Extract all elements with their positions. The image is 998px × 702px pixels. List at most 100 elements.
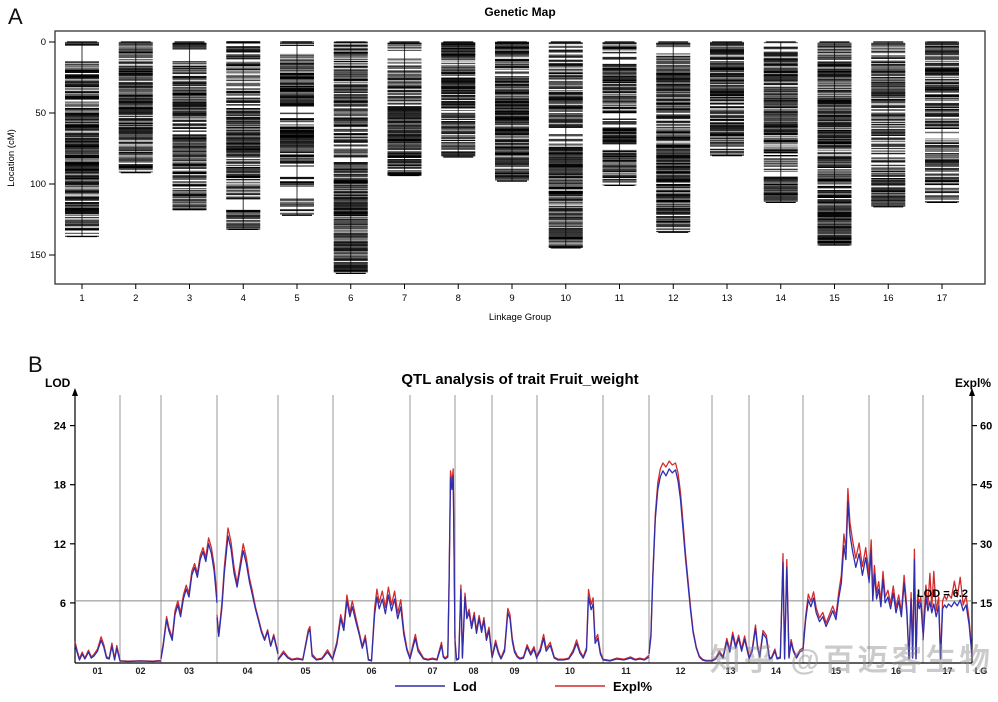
lod-curve-05 xyxy=(277,628,334,661)
x-tick-label: 16 xyxy=(883,293,894,304)
lod-curve-07 xyxy=(409,475,456,661)
x-tick-label: 2 xyxy=(133,293,138,304)
x-tick-label: 12 xyxy=(668,293,679,304)
expl-tick-label: 60 xyxy=(980,421,992,433)
lod-curve-02 xyxy=(119,660,162,663)
lod-curve-16 xyxy=(868,550,924,660)
x-tick-label: 11 xyxy=(615,293,625,304)
expl-curve-01 xyxy=(74,636,121,661)
chromosome-lg1 xyxy=(65,41,99,238)
lg-axis-end-label: LG xyxy=(975,666,988,676)
expl-curve-17 xyxy=(922,570,973,659)
lod-curve-12 xyxy=(648,468,712,662)
group-label-13: 13 xyxy=(725,666,735,676)
group-label-02: 02 xyxy=(135,666,145,676)
lod-curve-14 xyxy=(748,561,804,660)
chromosome-lg17 xyxy=(925,41,959,204)
chromosome-lg3 xyxy=(172,41,207,211)
chromosome-lg15 xyxy=(817,41,852,246)
chromosome-lg11 xyxy=(602,41,637,187)
group-label-05: 05 xyxy=(300,666,310,676)
qtl-axes: 24 18 12 6 60 45 30 15 xyxy=(54,388,992,664)
group-gridlines xyxy=(119,395,924,663)
lod-tick-label: 24 xyxy=(54,421,67,433)
chromosome-lg6 xyxy=(333,41,368,275)
expl-axis-arrow xyxy=(969,388,975,396)
x-tick-label: 3 xyxy=(187,293,192,304)
expl-curve-04 xyxy=(216,527,279,653)
x-tick-label: 6 xyxy=(348,293,353,304)
group-label-07: 07 xyxy=(427,666,437,676)
x-axis-ticks: 1 2 3 4 5 6 7 8 9 10 11 12 13 14 15 16 17 xyxy=(79,284,947,304)
chromosome-lg2 xyxy=(118,41,153,174)
expl-tick-label: 45 xyxy=(980,480,992,492)
x-tick-label: 9 xyxy=(509,293,514,304)
group-label-14: 14 xyxy=(771,666,781,676)
group-label-15: 15 xyxy=(831,666,841,676)
lod-curve-09 xyxy=(491,612,538,660)
legend-lod-label: Lod xyxy=(453,679,477,694)
qtl-panel: B QTL analysis of trait Fruit_weight LOD… xyxy=(28,352,994,694)
group-label-08: 08 xyxy=(468,666,478,676)
lod-curve-15 xyxy=(802,500,870,651)
group-label-06: 06 xyxy=(366,666,376,676)
x-tick-label: 4 xyxy=(241,293,246,304)
x-tick-label: 7 xyxy=(402,293,407,304)
chromosome-lg13 xyxy=(710,41,744,157)
x-tick-label: 8 xyxy=(456,293,461,304)
expl-axis-label: Expl% xyxy=(955,376,991,390)
group-label-10: 10 xyxy=(565,666,575,676)
group-label-01: 01 xyxy=(92,666,102,676)
chromosome-lg4 xyxy=(226,41,261,231)
plot-border xyxy=(54,30,986,285)
lod-curve-01 xyxy=(74,639,121,662)
expl-curve-15 xyxy=(802,487,870,648)
watermark-text: 知乎 @百迈客生物 xyxy=(710,643,994,677)
group-label-09: 09 xyxy=(509,666,519,676)
panel-a-label: A xyxy=(8,4,23,29)
chromosomes xyxy=(65,41,959,275)
chromosome-lg7 xyxy=(387,41,422,177)
x-tick-label: 5 xyxy=(294,293,299,304)
expl-curve-12 xyxy=(648,460,712,662)
chromosome-lg9 xyxy=(495,41,529,182)
lod-curve-13 xyxy=(711,634,750,662)
x-axis-label: Linkage Group xyxy=(489,312,551,323)
lod-curve-17 xyxy=(922,596,973,660)
chromosome-lg10 xyxy=(548,41,583,249)
qtl-x-labels: 01 02 03 04 05 06 07 08 09 10 11 12 13 14 15 16 17 xyxy=(92,666,952,676)
x-tick-label: 15 xyxy=(829,293,840,304)
expl-tick-label: 30 xyxy=(980,539,992,551)
lod-curve-10 xyxy=(536,596,604,661)
chromosome-lg16 xyxy=(871,41,906,208)
panel-b-label: B xyxy=(28,352,43,377)
chromosome-lg12 xyxy=(656,41,691,233)
lod-axis-arrow xyxy=(72,388,78,396)
chromosome-lg8 xyxy=(441,41,476,158)
x-tick-label: 14 xyxy=(775,293,786,304)
y-tick-label: 0 xyxy=(41,37,46,48)
group-label-03: 03 xyxy=(184,666,194,676)
expl-curve-10 xyxy=(536,588,604,660)
y-tick-label: 100 xyxy=(30,179,46,190)
lod-tick-label: 12 xyxy=(54,539,66,551)
group-label-04: 04 xyxy=(242,666,252,676)
lod-curve-11 xyxy=(602,656,650,662)
group-label-16: 16 xyxy=(891,666,901,676)
lod-curve-08 xyxy=(454,588,493,661)
lod-tick-label: 6 xyxy=(60,598,66,610)
threshold-label: LOD = 6.2 xyxy=(917,588,968,600)
genetic-map-title: Genetic Map xyxy=(484,5,555,19)
y-axis-label: Location (cM) xyxy=(6,129,17,187)
group-label-17: 17 xyxy=(942,666,952,676)
expl-curve-11 xyxy=(602,654,650,662)
y-axis-ticks: 0 50 100 150 xyxy=(30,37,55,261)
qtl-title: QTL analysis of trait Fruit_weight xyxy=(401,371,638,388)
x-tick-label: 13 xyxy=(722,293,733,304)
chromosome-lg14 xyxy=(763,41,798,204)
y-tick-label: 50 xyxy=(35,108,46,119)
legend: Lod Expl% xyxy=(395,679,652,694)
legend-expl-label: Expl% xyxy=(613,679,652,694)
